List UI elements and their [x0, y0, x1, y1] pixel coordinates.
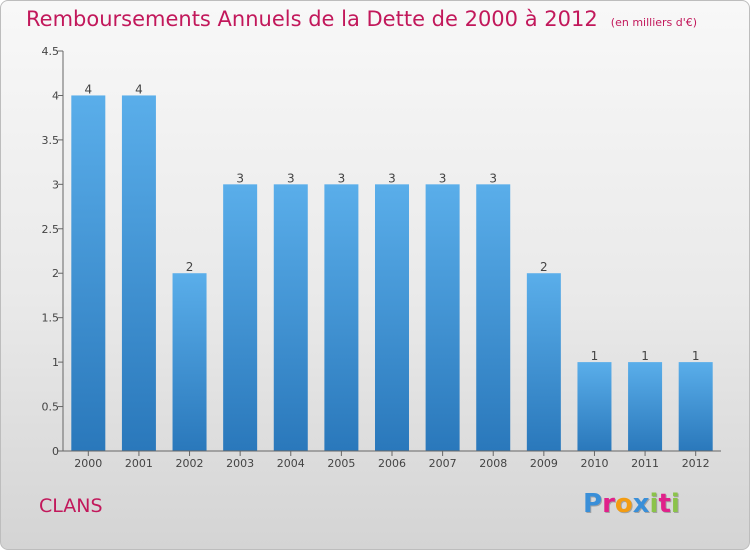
- y-tick-label: 0.5: [42, 401, 60, 414]
- y-tick-label: 2.5: [42, 223, 60, 236]
- data-label: 1: [591, 349, 599, 363]
- bar: [121, 95, 156, 451]
- chart-title-unit: (en milliers d'€): [610, 16, 698, 29]
- logo-letter: t: [658, 489, 671, 519]
- bar: [172, 273, 207, 451]
- data-label: 3: [236, 171, 244, 185]
- y-tick-label: 4: [52, 89, 59, 102]
- bar: [526, 273, 561, 451]
- chart-title: Remboursements Annuels de la Dette de 20…: [26, 7, 697, 31]
- data-label: 3: [338, 171, 346, 185]
- bar: [324, 184, 359, 452]
- data-label: 4: [135, 82, 143, 96]
- x-tick-label: 2006: [378, 457, 406, 470]
- y-tick-label: 3: [52, 178, 59, 191]
- y-tick-label: 3.5: [42, 134, 60, 147]
- data-label: 3: [489, 171, 497, 185]
- bar: [476, 184, 511, 452]
- bar: [425, 184, 460, 452]
- y-tick-label: 1: [52, 356, 59, 369]
- y-axis: 0 0.5 1 1.5 2 2.5 3 3.5 4 4.5: [42, 45, 64, 458]
- data-label: 3: [388, 171, 396, 185]
- data-label: 3: [439, 171, 447, 185]
- bar: [71, 95, 106, 451]
- data-label: 1: [692, 349, 700, 363]
- data-label: 2: [186, 260, 194, 274]
- city-name: CLANS: [39, 495, 103, 517]
- logo-letter: r: [602, 489, 615, 519]
- x-tick-label: 2010: [580, 457, 608, 470]
- bar: [678, 362, 713, 451]
- y-tick-label: 2: [52, 267, 59, 280]
- bar: [375, 184, 409, 452]
- bar: [628, 362, 663, 451]
- x-axis: 2000 2001 2002 2003 2004 2005 2006 2007 2008 2009…: [63, 450, 721, 470]
- x-tick-label: 2009: [530, 457, 558, 470]
- logo-letter: i: [649, 489, 659, 519]
- x-tick-label: 2003: [226, 457, 254, 470]
- data-label: 1: [641, 349, 649, 363]
- x-tick-label: 2008: [479, 457, 507, 470]
- bar: [273, 184, 308, 452]
- bar: [223, 184, 258, 452]
- y-tick-label: 0: [52, 445, 59, 458]
- data-label: 4: [84, 82, 92, 96]
- y-tick-label: 4.5: [42, 45, 60, 58]
- data-label: 3: [287, 171, 295, 185]
- proxiti-logo[interactable]: Proxiti: [583, 489, 680, 519]
- logo-letter: o: [614, 489, 633, 519]
- x-tick-label: 2004: [277, 457, 305, 470]
- logo-letter: P: [583, 489, 603, 519]
- x-tick-label: 2002: [176, 457, 204, 470]
- x-tick-label: 2001: [125, 457, 153, 470]
- x-tick-label: 2007: [429, 457, 457, 470]
- x-tick-label: 2012: [682, 457, 710, 470]
- bar: [577, 362, 612, 451]
- logo-letter: i: [670, 489, 680, 519]
- x-tick-label: 2011: [631, 457, 659, 470]
- x-tick-label: 2000: [74, 457, 102, 470]
- x-tick-label: 2005: [327, 457, 355, 470]
- bar-chart: 00.511.522.533.544.5 4 423 3 3 3 3 321 1 1 2000 2…: [42, 45, 721, 470]
- logo-letter: x: [632, 489, 650, 519]
- data-label: 2: [540, 260, 548, 274]
- chart-title-main: Remboursements Annuels de la Dette de 20…: [26, 7, 598, 31]
- y-tick-label: 1.5: [42, 312, 60, 325]
- bars: 4 4 2 3 3 3 3 3 3 2 1 1 1: [71, 82, 713, 452]
